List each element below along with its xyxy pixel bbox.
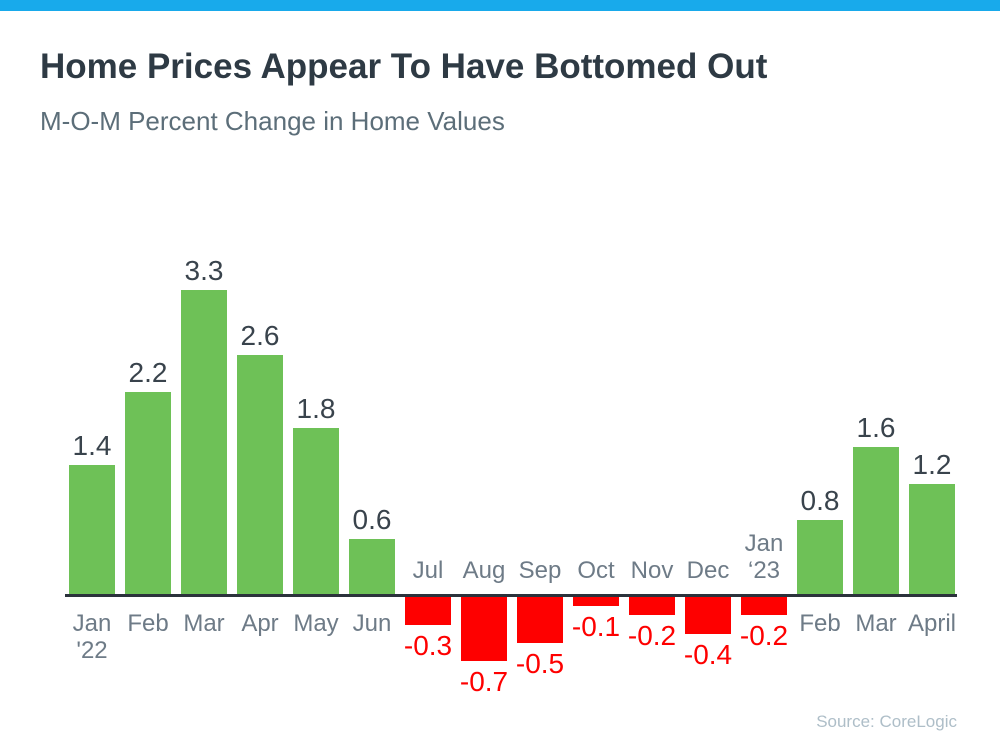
month-label: May — [293, 610, 339, 637]
top-accent-bar — [0, 0, 1000, 11]
bar-feb — [797, 520, 843, 594]
value-label: 3.3 — [184, 255, 224, 286]
bar-nov — [629, 597, 675, 615]
bar-jun — [349, 539, 395, 594]
value-label: 0.8 — [800, 485, 840, 516]
bar-mar — [181, 290, 227, 594]
value-label: -0.4 — [683, 639, 733, 670]
month-label: Aug — [462, 557, 506, 584]
bar-apr — [237, 355, 283, 594]
x-axis-line — [65, 594, 957, 597]
month-label: Nov — [630, 557, 674, 584]
source-credit: Source: CoreLogic — [816, 712, 957, 731]
value-label: -0.3 — [403, 630, 453, 661]
month-label: Mar — [855, 610, 897, 637]
month-label: Oct — [577, 557, 615, 584]
month-label: April — [907, 610, 956, 637]
month-label: Jul — [412, 557, 444, 584]
bar-may — [293, 428, 339, 594]
month-label: Mar — [183, 610, 225, 637]
bar-jul — [405, 597, 451, 625]
month-label: Sep — [518, 557, 562, 584]
bar-oct — [573, 597, 619, 606]
month-label: Dec — [686, 557, 730, 584]
month-label: Jan '22 — [72, 610, 112, 664]
month-label: Feb — [799, 610, 841, 637]
page-title: Home Prices Appear To Have Bottomed Out — [40, 47, 768, 86]
value-label: -0.5 — [515, 648, 565, 679]
value-label: 0.6 — [352, 504, 392, 535]
month-label: Feb — [127, 610, 169, 637]
bar-feb — [125, 392, 171, 594]
chart-subtitle: M-O-M Percent Change in Home Values — [40, 106, 505, 136]
bar-april — [909, 484, 955, 594]
value-label: -0.2 — [627, 620, 677, 651]
value-label: -0.2 — [739, 620, 789, 651]
bar-sep — [517, 597, 563, 643]
value-label: 2.2 — [128, 357, 168, 388]
value-label: 1.6 — [856, 412, 896, 443]
month-label: Jan ‘23 — [744, 530, 784, 584]
value-label: 2.6 — [240, 320, 280, 351]
bar-mar — [853, 447, 899, 594]
value-label: 1.4 — [72, 430, 112, 461]
value-label: -0.1 — [571, 611, 621, 642]
value-label: 1.8 — [296, 393, 336, 424]
month-label: Jun — [352, 610, 392, 637]
value-label: -0.7 — [459, 666, 509, 697]
bar-aug — [461, 597, 507, 661]
bar-dec — [685, 597, 731, 634]
month-label: Apr — [241, 610, 279, 637]
bar-jan-23 — [741, 597, 787, 615]
value-label: 1.2 — [912, 449, 952, 480]
bar-jan-22 — [69, 465, 115, 594]
